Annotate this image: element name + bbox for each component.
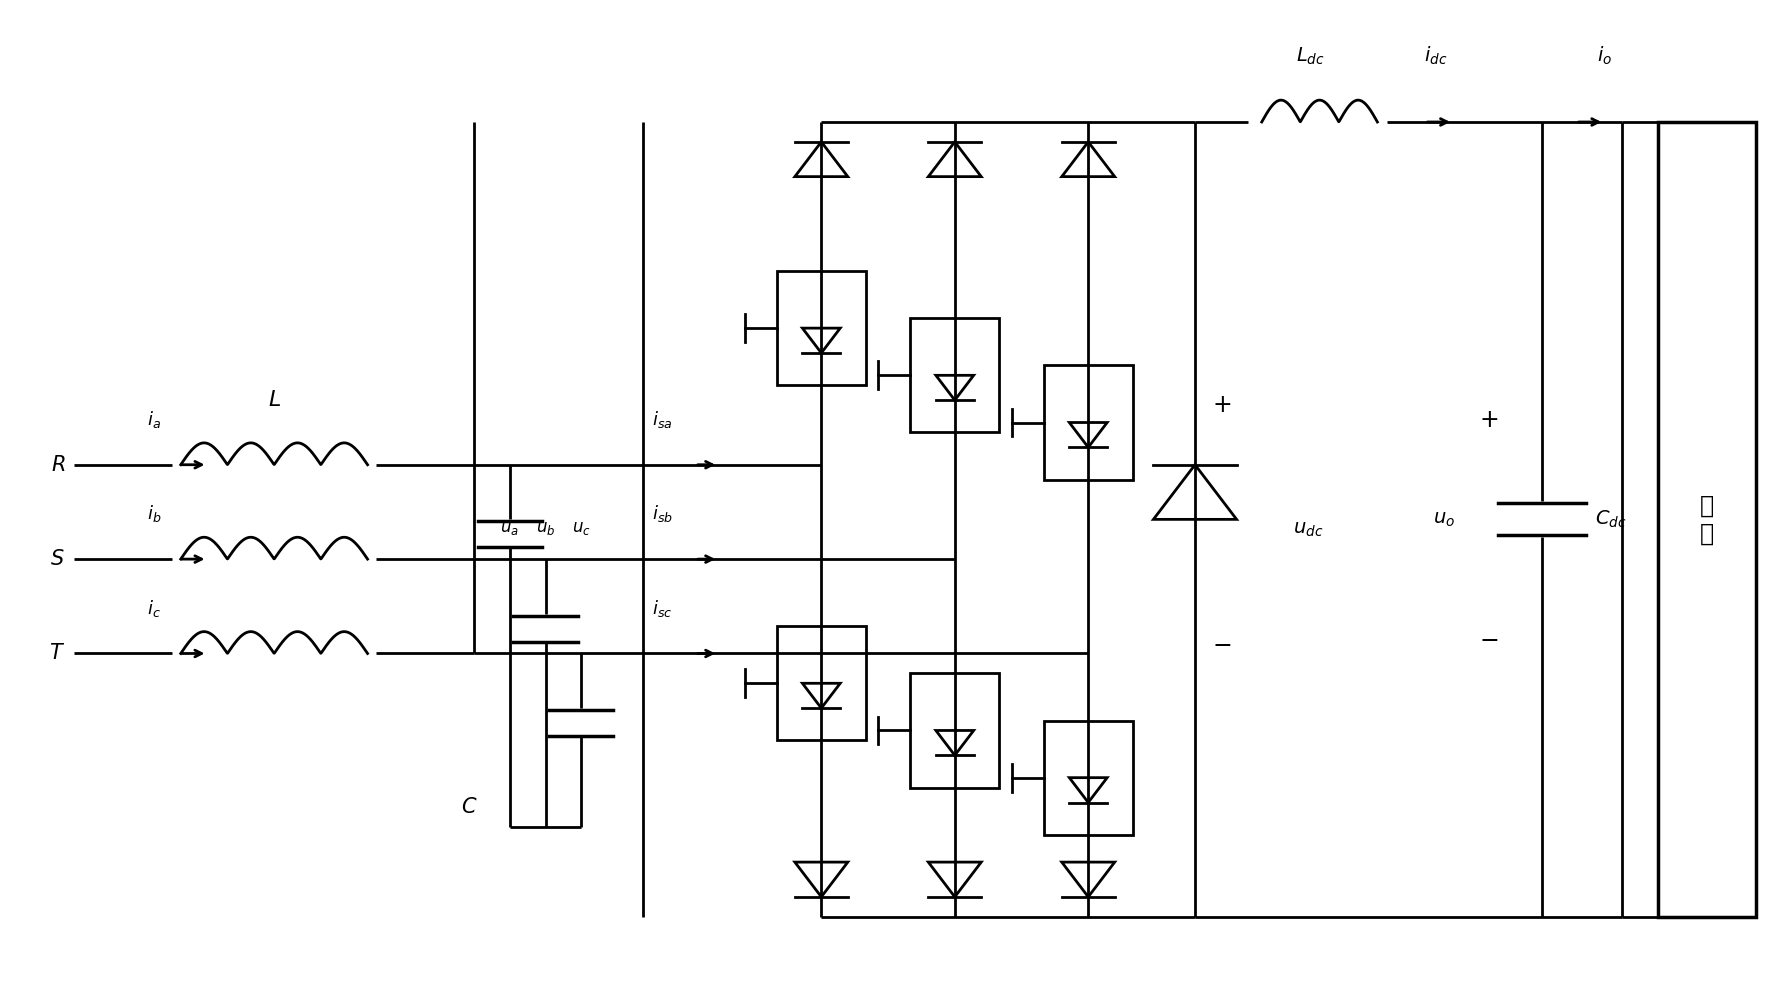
Text: $S$: $S$ (50, 549, 64, 569)
Text: $u_o$: $u_o$ (1433, 509, 1455, 528)
Text: $-$: $-$ (1212, 631, 1232, 655)
Text: $u_a$: $u_a$ (500, 519, 519, 537)
Text: $u_b$: $u_b$ (536, 519, 555, 537)
Text: $i_{sc}$: $i_{sc}$ (652, 597, 673, 618)
Text: $L$: $L$ (268, 390, 280, 411)
Text: $T$: $T$ (48, 643, 64, 663)
Text: $R$: $R$ (50, 455, 64, 475)
Text: 负
载: 负 载 (1699, 494, 1714, 545)
Text: $i_o$: $i_o$ (1598, 45, 1612, 67)
Text: $C$: $C$ (461, 797, 478, 817)
Text: $i_{dc}$: $i_{dc}$ (1423, 45, 1448, 67)
Text: $i_a$: $i_a$ (146, 409, 161, 430)
Text: $i_c$: $i_c$ (146, 597, 161, 618)
Text: $u_{dc}$: $u_{dc}$ (1292, 519, 1323, 538)
Text: $+$: $+$ (1212, 394, 1232, 418)
Text: $-$: $-$ (1480, 626, 1498, 650)
Text: $u_c$: $u_c$ (571, 519, 591, 537)
Text: $i_b$: $i_b$ (146, 503, 161, 524)
Text: $C_{dc}$: $C_{dc}$ (1596, 508, 1626, 530)
Text: $+$: $+$ (1480, 408, 1498, 432)
Text: $i_{sb}$: $i_{sb}$ (652, 503, 673, 524)
Text: $i_{sa}$: $i_{sa}$ (652, 409, 673, 430)
Text: $L_{dc}$: $L_{dc}$ (1296, 46, 1324, 67)
